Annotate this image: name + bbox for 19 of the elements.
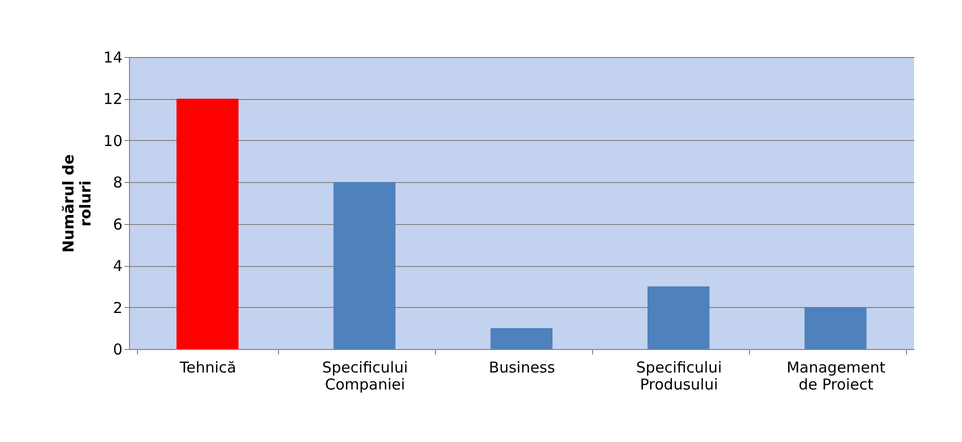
y-tick-label: 4 [112, 257, 122, 276]
x-tick-label: Management de Proiect [786, 358, 886, 394]
y-tick-label: 8 [112, 174, 122, 192]
y-tick-label: 10 [103, 132, 122, 150]
bar [334, 182, 396, 349]
y-axis-title: Numărul de roluri [59, 154, 94, 253]
y-tick-label: 0 [112, 340, 122, 358]
bar [490, 328, 552, 349]
y-tick-label: 12 [103, 90, 122, 108]
bar [804, 307, 866, 349]
bar [176, 98, 238, 349]
y-tick-label: 6 [112, 215, 122, 234]
x-tick-label: Business [488, 358, 556, 376]
x-tick-label: Specificului Produsului [636, 358, 722, 394]
x-tick-label: Tehnică [178, 358, 236, 376]
x-tick-label: Specificului Companiei [322, 358, 408, 394]
bar [648, 286, 710, 349]
y-tick-label: 2 [112, 298, 122, 317]
y-tick-label: 14 [103, 48, 122, 66]
